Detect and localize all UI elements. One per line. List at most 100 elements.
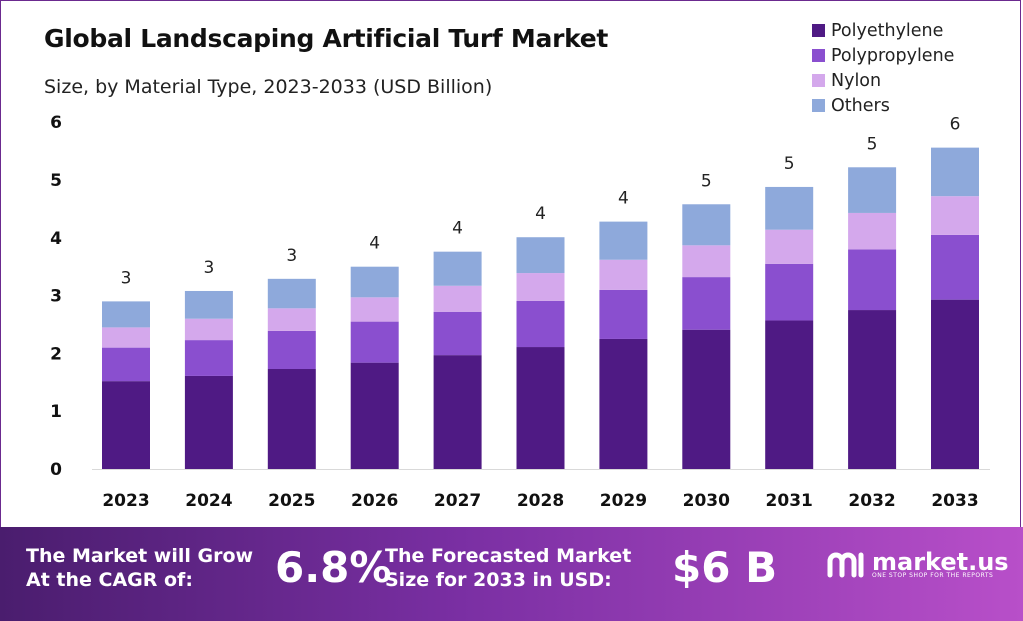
forecast-label: The Forecasted Market Size for 2033 in U… <box>385 544 631 592</box>
total-label-2031: 5 <box>784 154 795 174</box>
bar-chart: 0 1 2 3 4 5 6 3 2023 3 2024 3 2025 4 2026 4 2027 4 2028 4 20… <box>50 113 990 511</box>
total-label-2029: 4 <box>618 189 629 209</box>
market-us-logo-icon <box>827 552 864 578</box>
forecast-label-line1: The Forecasted Market <box>385 545 632 567</box>
bar-others-2025 <box>267 278 316 309</box>
x-tick-label-2028: 2028 <box>517 491 564 511</box>
bar-others-2024 <box>184 290 233 319</box>
bar-nylon-2031 <box>765 229 814 264</box>
bar-polypropylene-2024 <box>184 340 233 376</box>
bar-others-2032 <box>848 167 897 213</box>
legend-label-nylon: Nylon <box>831 70 882 91</box>
chart-subtitle: Size, by Material Type, 2023-2033 (USD B… <box>44 76 493 98</box>
total-label-2028: 4 <box>535 204 546 224</box>
y-tick-label: 5 <box>50 171 62 191</box>
bar-polyethylene-2025 <box>267 369 316 469</box>
legend-swatch-polypropylene <box>812 49 825 62</box>
x-tick-label-2025: 2025 <box>268 491 315 511</box>
cagr-value: 6.8% <box>275 543 392 592</box>
bar-polypropylene-2025 <box>267 330 316 370</box>
bar-polypropylene-2030 <box>682 277 731 330</box>
bar-others-2026 <box>350 266 399 298</box>
bar-nylon-2025 <box>267 308 316 331</box>
bar-others-2027 <box>433 251 482 286</box>
legend-swatch-nylon <box>812 74 825 87</box>
bar-polypropylene-2028 <box>516 300 565 348</box>
total-label-2026: 4 <box>369 234 380 254</box>
bar-nylon-2023 <box>102 327 150 348</box>
bar-others-2033 <box>931 147 979 197</box>
footer-banner: The Market will Grow At the CAGR of: 6.8… <box>0 527 1023 621</box>
bar-polyethylene-2032 <box>848 310 897 469</box>
x-tick-label-2023: 2023 <box>102 491 149 511</box>
total-label-2023: 3 <box>121 268 132 288</box>
x-tick-label-2026: 2026 <box>351 491 398 511</box>
brand-logo: market.us ONE STOP SHOP FOR THE REPORTS <box>826 547 1009 581</box>
legend-label-polypropylene: Polypropylene <box>831 45 955 66</box>
bar-polyethylene-2026 <box>350 362 399 469</box>
bar-polypropylene-2031 <box>765 263 814 321</box>
bar-polyethylene-2030 <box>682 329 731 469</box>
bar-others-2031 <box>765 186 814 230</box>
cagr-label-line2: At the CAGR of: <box>26 569 193 591</box>
total-label-2025: 3 <box>286 246 297 266</box>
x-tick-label-2031: 2031 <box>766 491 813 511</box>
legend-item-nylon: Nylon <box>812 68 954 93</box>
bar-polypropylene-2027 <box>433 311 482 356</box>
bar-polypropylene-2029 <box>599 289 648 339</box>
bar-nylon-2033 <box>931 196 979 235</box>
legend: Polyethylene Polypropylene Nylon Others <box>812 18 954 118</box>
legend-swatch-polyethylene <box>812 24 825 37</box>
bar-others-2029 <box>599 221 648 260</box>
bar-polypropylene-2032 <box>848 249 897 311</box>
bar-nylon-2028 <box>516 273 565 301</box>
bar-polyethylene-2031 <box>765 320 814 469</box>
chart-title: Global Landscaping Artificial Turf Marke… <box>44 24 609 53</box>
legend-label-others: Others <box>831 95 890 116</box>
legend-swatch-others <box>812 99 825 112</box>
brand-name: market.us <box>872 547 1009 576</box>
x-tick-label-2029: 2029 <box>600 491 647 511</box>
legend-item-polyethylene: Polyethylene <box>812 18 954 43</box>
x-tick-label-2027: 2027 <box>434 491 481 511</box>
y-tick-label: 1 <box>50 402 62 422</box>
cagr-label: The Market will Grow At the CAGR of: <box>26 544 253 592</box>
y-tick-label: 6 <box>50 113 62 133</box>
legend-label-polyethylene: Polyethylene <box>831 20 944 41</box>
total-label-2030: 5 <box>701 171 712 191</box>
legend-item-others: Others <box>812 93 954 118</box>
bar-polyethylene-2023 <box>102 381 150 469</box>
bar-polyethylene-2028 <box>516 347 565 469</box>
bar-polypropylene-2026 <box>350 321 399 363</box>
bar-nylon-2032 <box>848 212 897 250</box>
bar-polypropylene-2033 <box>931 234 979 300</box>
y-tick-label: 2 <box>50 344 62 364</box>
bar-nylon-2030 <box>682 245 731 278</box>
bar-others-2023 <box>102 301 150 328</box>
x-tick-label-2030: 2030 <box>683 491 730 511</box>
bar-nylon-2026 <box>350 297 399 322</box>
legend-item-polypropylene: Polypropylene <box>812 43 954 68</box>
brand-tagline: ONE STOP SHOP FOR THE REPORTS <box>872 571 994 579</box>
bar-polyethylene-2027 <box>433 355 482 469</box>
bar-polypropylene-2023 <box>102 347 150 382</box>
total-label-2024: 3 <box>203 258 214 278</box>
bar-polyethylene-2029 <box>599 338 648 469</box>
x-tick-label-2032: 2032 <box>848 491 895 511</box>
bar-polyethylene-2024 <box>184 375 233 469</box>
total-label-2033: 6 <box>950 115 961 135</box>
cagr-label-line1: The Market will Grow <box>26 545 254 567</box>
bar-polyethylene-2033 <box>931 299 979 469</box>
forecast-value: $6 B <box>672 543 778 592</box>
bar-others-2028 <box>516 237 565 274</box>
y-tick-label: 4 <box>50 229 62 249</box>
total-label-2032: 5 <box>867 134 878 154</box>
bar-nylon-2029 <box>599 259 648 290</box>
bar-nylon-2027 <box>433 285 482 312</box>
x-tick-label-2033: 2033 <box>931 491 978 511</box>
y-tick-label: 0 <box>50 460 62 480</box>
forecast-label-line2: Size for 2033 in USD: <box>385 569 612 591</box>
total-label-2027: 4 <box>452 219 463 239</box>
y-tick-label: 3 <box>50 287 62 307</box>
bar-nylon-2024 <box>184 318 233 341</box>
